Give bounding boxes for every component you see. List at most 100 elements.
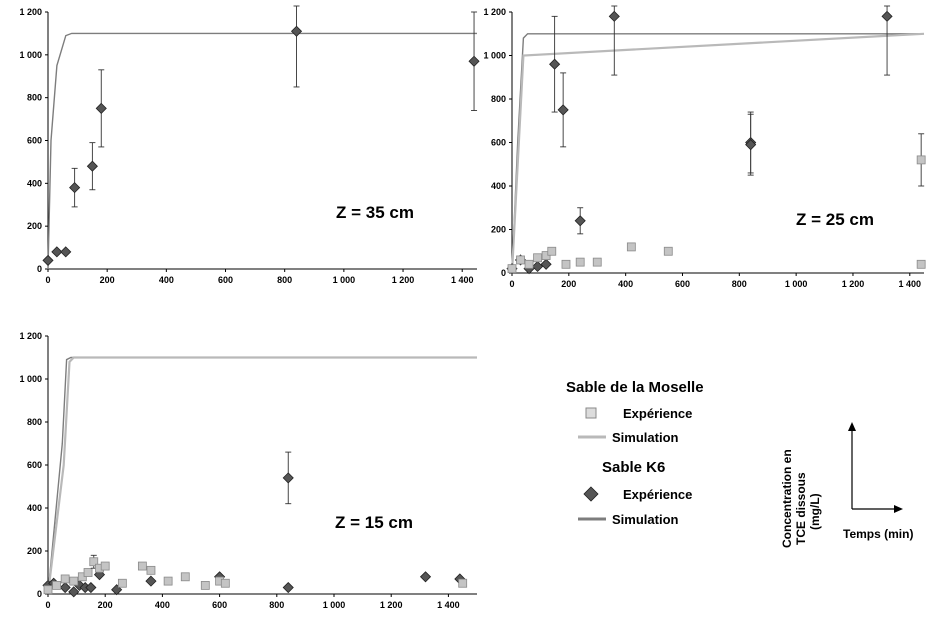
plot-z35: 0 200 400 600 800 1 000 1 200 0 200 400 600 800 1 00… xyxy=(19,5,480,285)
k6-experience-point xyxy=(557,104,569,116)
x-tick-label: 1 200 xyxy=(392,275,415,285)
y-tick-label: 1 200 xyxy=(19,7,42,17)
k6-experience-point xyxy=(549,58,561,70)
y-tick-label: 200 xyxy=(491,225,506,235)
k6-experience-point xyxy=(540,258,552,270)
x-tick-label: 0 xyxy=(509,279,514,289)
k6-experience-point xyxy=(532,260,544,273)
y-tick-label: 600 xyxy=(27,460,42,470)
moselle-experience-point xyxy=(220,578,230,588)
x-tick-label: 1 200 xyxy=(380,600,403,610)
k6-experience-point xyxy=(69,182,81,194)
legend-title-k6: Sable K6 xyxy=(602,459,665,476)
x-tick-label: 1 200 xyxy=(842,279,865,289)
plot-z15: 0 200 400 600 800 1 000 1 200 0 200 400 600 800 1 00… xyxy=(19,331,477,610)
axis-key-y-line3: (mg/L) xyxy=(808,493,822,530)
y-tick-label: 1 200 xyxy=(19,331,42,341)
series-moselle-simulation xyxy=(46,356,477,595)
series-k6-simulation xyxy=(47,356,477,595)
y-tick-label: 200 xyxy=(27,221,42,231)
moselle-experience-point xyxy=(43,585,53,595)
axis-key-y-line2: TCE dissous xyxy=(794,472,808,545)
x-tick-label: 1 000 xyxy=(333,275,356,285)
moselle-experience-point xyxy=(663,246,673,256)
moselle-experience-point xyxy=(69,576,79,586)
moselle-experience-point xyxy=(458,578,468,588)
y-tick-label: 0 xyxy=(37,264,42,274)
axis-key-up-arrowhead xyxy=(848,422,856,431)
moselle-experience-point xyxy=(916,155,926,165)
moselle-experience-point xyxy=(163,576,173,586)
moselle-experience-point xyxy=(180,572,190,582)
y-tick-label: 1 200 xyxy=(483,7,506,17)
moselle-experience-point xyxy=(117,578,127,588)
x-tick-label: 800 xyxy=(269,600,284,610)
y-tick-label: 400 xyxy=(27,178,42,188)
moselle-experience-point xyxy=(916,259,926,269)
axis-key-y-line1: Concentration en xyxy=(780,449,794,548)
k6-experience-point xyxy=(42,254,54,266)
moselle-experience-point xyxy=(60,574,70,584)
k6-experience-point xyxy=(86,160,98,172)
x-tick-label: 600 xyxy=(218,275,233,285)
x-tick-label: 200 xyxy=(561,279,576,289)
moselle-experience-point xyxy=(524,259,534,269)
x-tick-label: 400 xyxy=(618,279,633,289)
moselle-experience-point xyxy=(516,255,525,265)
moselle-experience-point xyxy=(137,561,147,571)
k6-experience-point xyxy=(59,581,71,594)
y-tick-label: 1 000 xyxy=(19,374,42,384)
k6-experience-point xyxy=(468,55,480,67)
x-tick-label: 1 000 xyxy=(323,600,346,610)
y-tick-label: 800 xyxy=(491,94,506,104)
moselle-experience-point xyxy=(592,257,602,267)
k6-experience-point xyxy=(574,215,586,227)
y-tick-label: 200 xyxy=(27,546,42,556)
legend-k6-exp-label: Expérience xyxy=(623,487,692,502)
k6-experience-point xyxy=(290,25,303,37)
x-tick-label: 800 xyxy=(732,279,747,289)
series-k6-simulation xyxy=(47,32,477,270)
depth-annotation: Z = 25 cm xyxy=(796,210,874,229)
moselle-experience-point xyxy=(83,568,93,577)
moselle-experience-point xyxy=(146,565,156,575)
k6-experience-point xyxy=(145,575,157,587)
moselle-experience-point xyxy=(626,242,636,252)
x-tick-label: 600 xyxy=(675,279,690,289)
moselle-experience-point xyxy=(89,557,99,567)
y-tick-label: 0 xyxy=(37,589,42,599)
y-tick-label: 800 xyxy=(27,417,42,427)
axis-key-x-label: Temps (min) xyxy=(843,527,913,541)
k6-experience-point xyxy=(419,571,432,583)
depth-annotation: Z = 15 cm xyxy=(335,513,413,532)
axis-key: Concentration en TCE dissous (mg/L) Temp… xyxy=(780,422,913,548)
x-tick-label: 1 000 xyxy=(785,279,808,289)
y-tick-label: 600 xyxy=(27,136,42,146)
series-moselle-simulation xyxy=(510,32,925,274)
k6-experience-point xyxy=(745,139,757,151)
k6-experience-point xyxy=(282,472,294,484)
x-tick-label: 0 xyxy=(45,275,50,285)
k6-experience-point xyxy=(282,581,294,594)
legend-title-moselle: Sable de la Moselle xyxy=(566,379,704,396)
y-tick-label: 1 000 xyxy=(19,50,42,60)
k6-experience-point xyxy=(68,586,80,598)
k6-experience-point xyxy=(85,581,97,594)
moselle-experience-point xyxy=(533,253,542,263)
k6-experience-point xyxy=(60,246,72,258)
plot-z25: 0 200 400 600 800 1 000 1 200 0 200 400 600 800 1 00… xyxy=(483,5,926,289)
k6-experience-point xyxy=(608,10,620,22)
y-tick-label: 400 xyxy=(491,181,506,191)
x-tick-label: 1 400 xyxy=(899,279,922,289)
moselle-experience-point xyxy=(561,259,571,269)
depth-annotation: Z = 35 cm xyxy=(336,203,414,222)
legend: Sable de la Moselle Expérience Simulatio… xyxy=(566,379,704,527)
moselle-experience-point xyxy=(547,246,557,256)
x-tick-label: 600 xyxy=(212,600,227,610)
y-tick-label: 1 000 xyxy=(483,51,506,61)
moselle-experience-point xyxy=(100,561,110,571)
legend-moselle-sim-label: Simulation xyxy=(612,430,679,445)
axis-key-right-arrowhead xyxy=(894,505,903,513)
x-tick-label: 1 400 xyxy=(437,600,460,610)
